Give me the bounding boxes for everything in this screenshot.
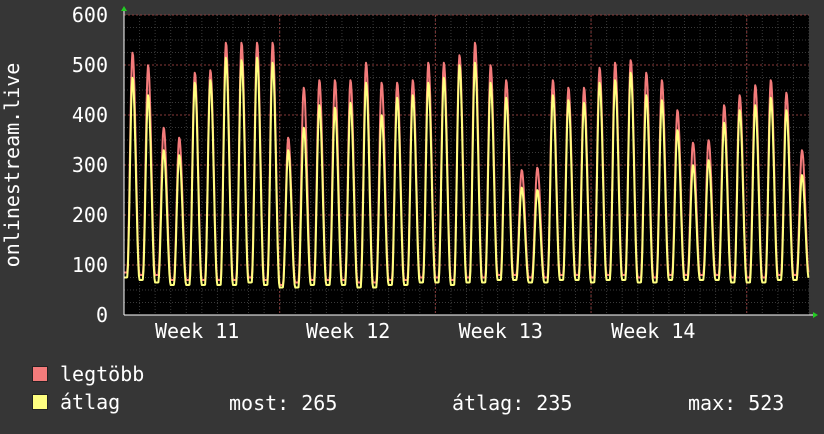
x-tick-label: Week 14 [611, 319, 695, 343]
series-lines [123, 41, 810, 289]
y-tick-label: 200 [72, 203, 108, 227]
axes [121, 6, 818, 318]
y-tick-label: 600 [72, 3, 108, 27]
y-tick-label: 0 [96, 303, 108, 327]
y-axis-label: onlinestream.live [0, 63, 24, 268]
x-axis-arrow [813, 312, 818, 318]
stat-now: most: 265 [229, 391, 338, 415]
y-tick-label: 300 [72, 153, 108, 177]
stat-max: max: 523 [688, 391, 785, 415]
y-axis-arrow [121, 6, 127, 11]
y-tick-labels: 0 100 200 300 400 500 600 [72, 3, 108, 327]
x-tick-label: Week 11 [155, 319, 239, 343]
y-tick-label: 500 [72, 53, 108, 77]
legend-label-max: legtöbb [60, 362, 145, 386]
x-tick-label: Week 12 [306, 319, 390, 343]
legend-item-max: legtöbb [32, 362, 145, 386]
legend-swatch-max [32, 366, 48, 382]
y-tick-label: 100 [72, 253, 108, 277]
legend-item-avg: átlag [32, 390, 121, 414]
y-tick-label: 400 [72, 103, 108, 127]
x-tick-labels: Week 11 Week 12 Week 13 Week 14 [155, 319, 695, 343]
stat-avg: átlag: 235 [452, 391, 573, 415]
series-line-avg [123, 56, 810, 289]
legend-label-avg: átlag [60, 390, 121, 414]
legend-swatch-avg [32, 394, 48, 410]
x-tick-label: Week 13 [459, 319, 543, 343]
